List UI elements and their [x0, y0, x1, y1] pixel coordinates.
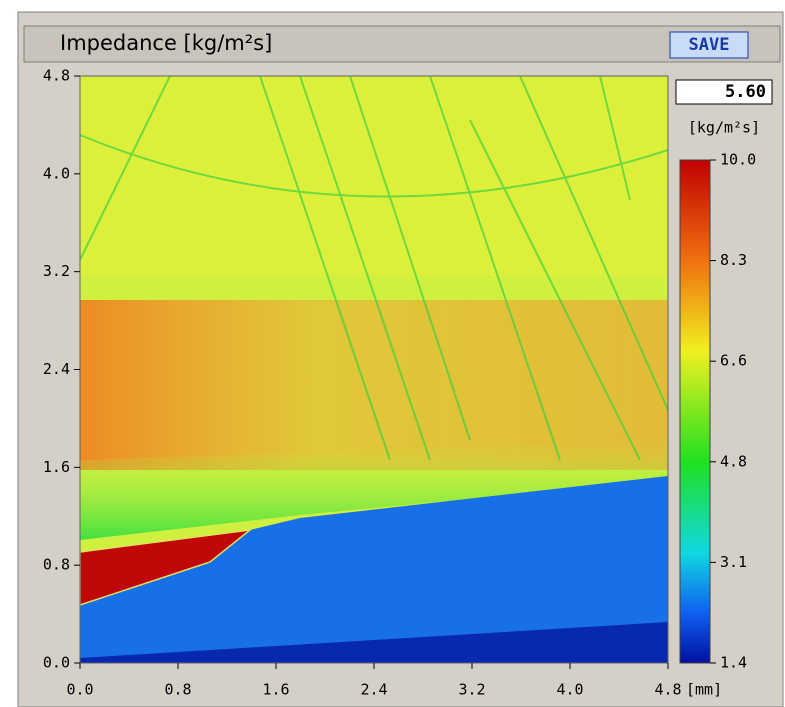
title-bar [23, 25, 781, 63]
y-tick-label: 1.6 [43, 458, 70, 476]
save-button-label[interactable]: SAVE [689, 35, 730, 55]
colorbar [679, 159, 711, 664]
x-tick-label: 4.8 [654, 681, 681, 699]
colorbar-tick-label: 4.8 [720, 452, 747, 470]
x-tick-label: 0.8 [164, 681, 191, 699]
colorbar-tick-label: 8.3 [720, 251, 747, 269]
x-tick-label: 1.6 [262, 681, 289, 699]
colorbar-tick-label: 3.1 [720, 553, 747, 571]
x-tick-label: 0.0 [66, 681, 93, 699]
y-tick-label: 3.2 [43, 262, 70, 280]
save-button[interactable] [669, 31, 749, 59]
colorbar-tick-label: 1.4 [720, 654, 747, 672]
panel-title: Impedance [kg/m²s] [60, 31, 272, 55]
y-tick-label: 0.8 [43, 556, 70, 574]
colorbar-tick-label: 10.0 [720, 151, 756, 169]
x-tick-label: 3.2 [458, 681, 485, 699]
readout-unit: [kg/m²s] [688, 119, 760, 137]
y-tick-label: 0.0 [43, 654, 70, 672]
y-tick-label: 2.4 [43, 360, 70, 378]
impedance-map [79, 75, 669, 663]
readout-value: 5.60 [725, 82, 766, 102]
x-tick-label: 4.0 [556, 681, 583, 699]
value-box [675, 79, 773, 105]
x-tick-label: 2.4 [360, 681, 387, 699]
y-tick-label: 4.8 [43, 67, 70, 85]
x-axis-unit: [mm] [686, 681, 722, 699]
y-tick-label: 4.0 [43, 164, 70, 182]
colorbar-tick-label: 6.6 [720, 352, 747, 370]
